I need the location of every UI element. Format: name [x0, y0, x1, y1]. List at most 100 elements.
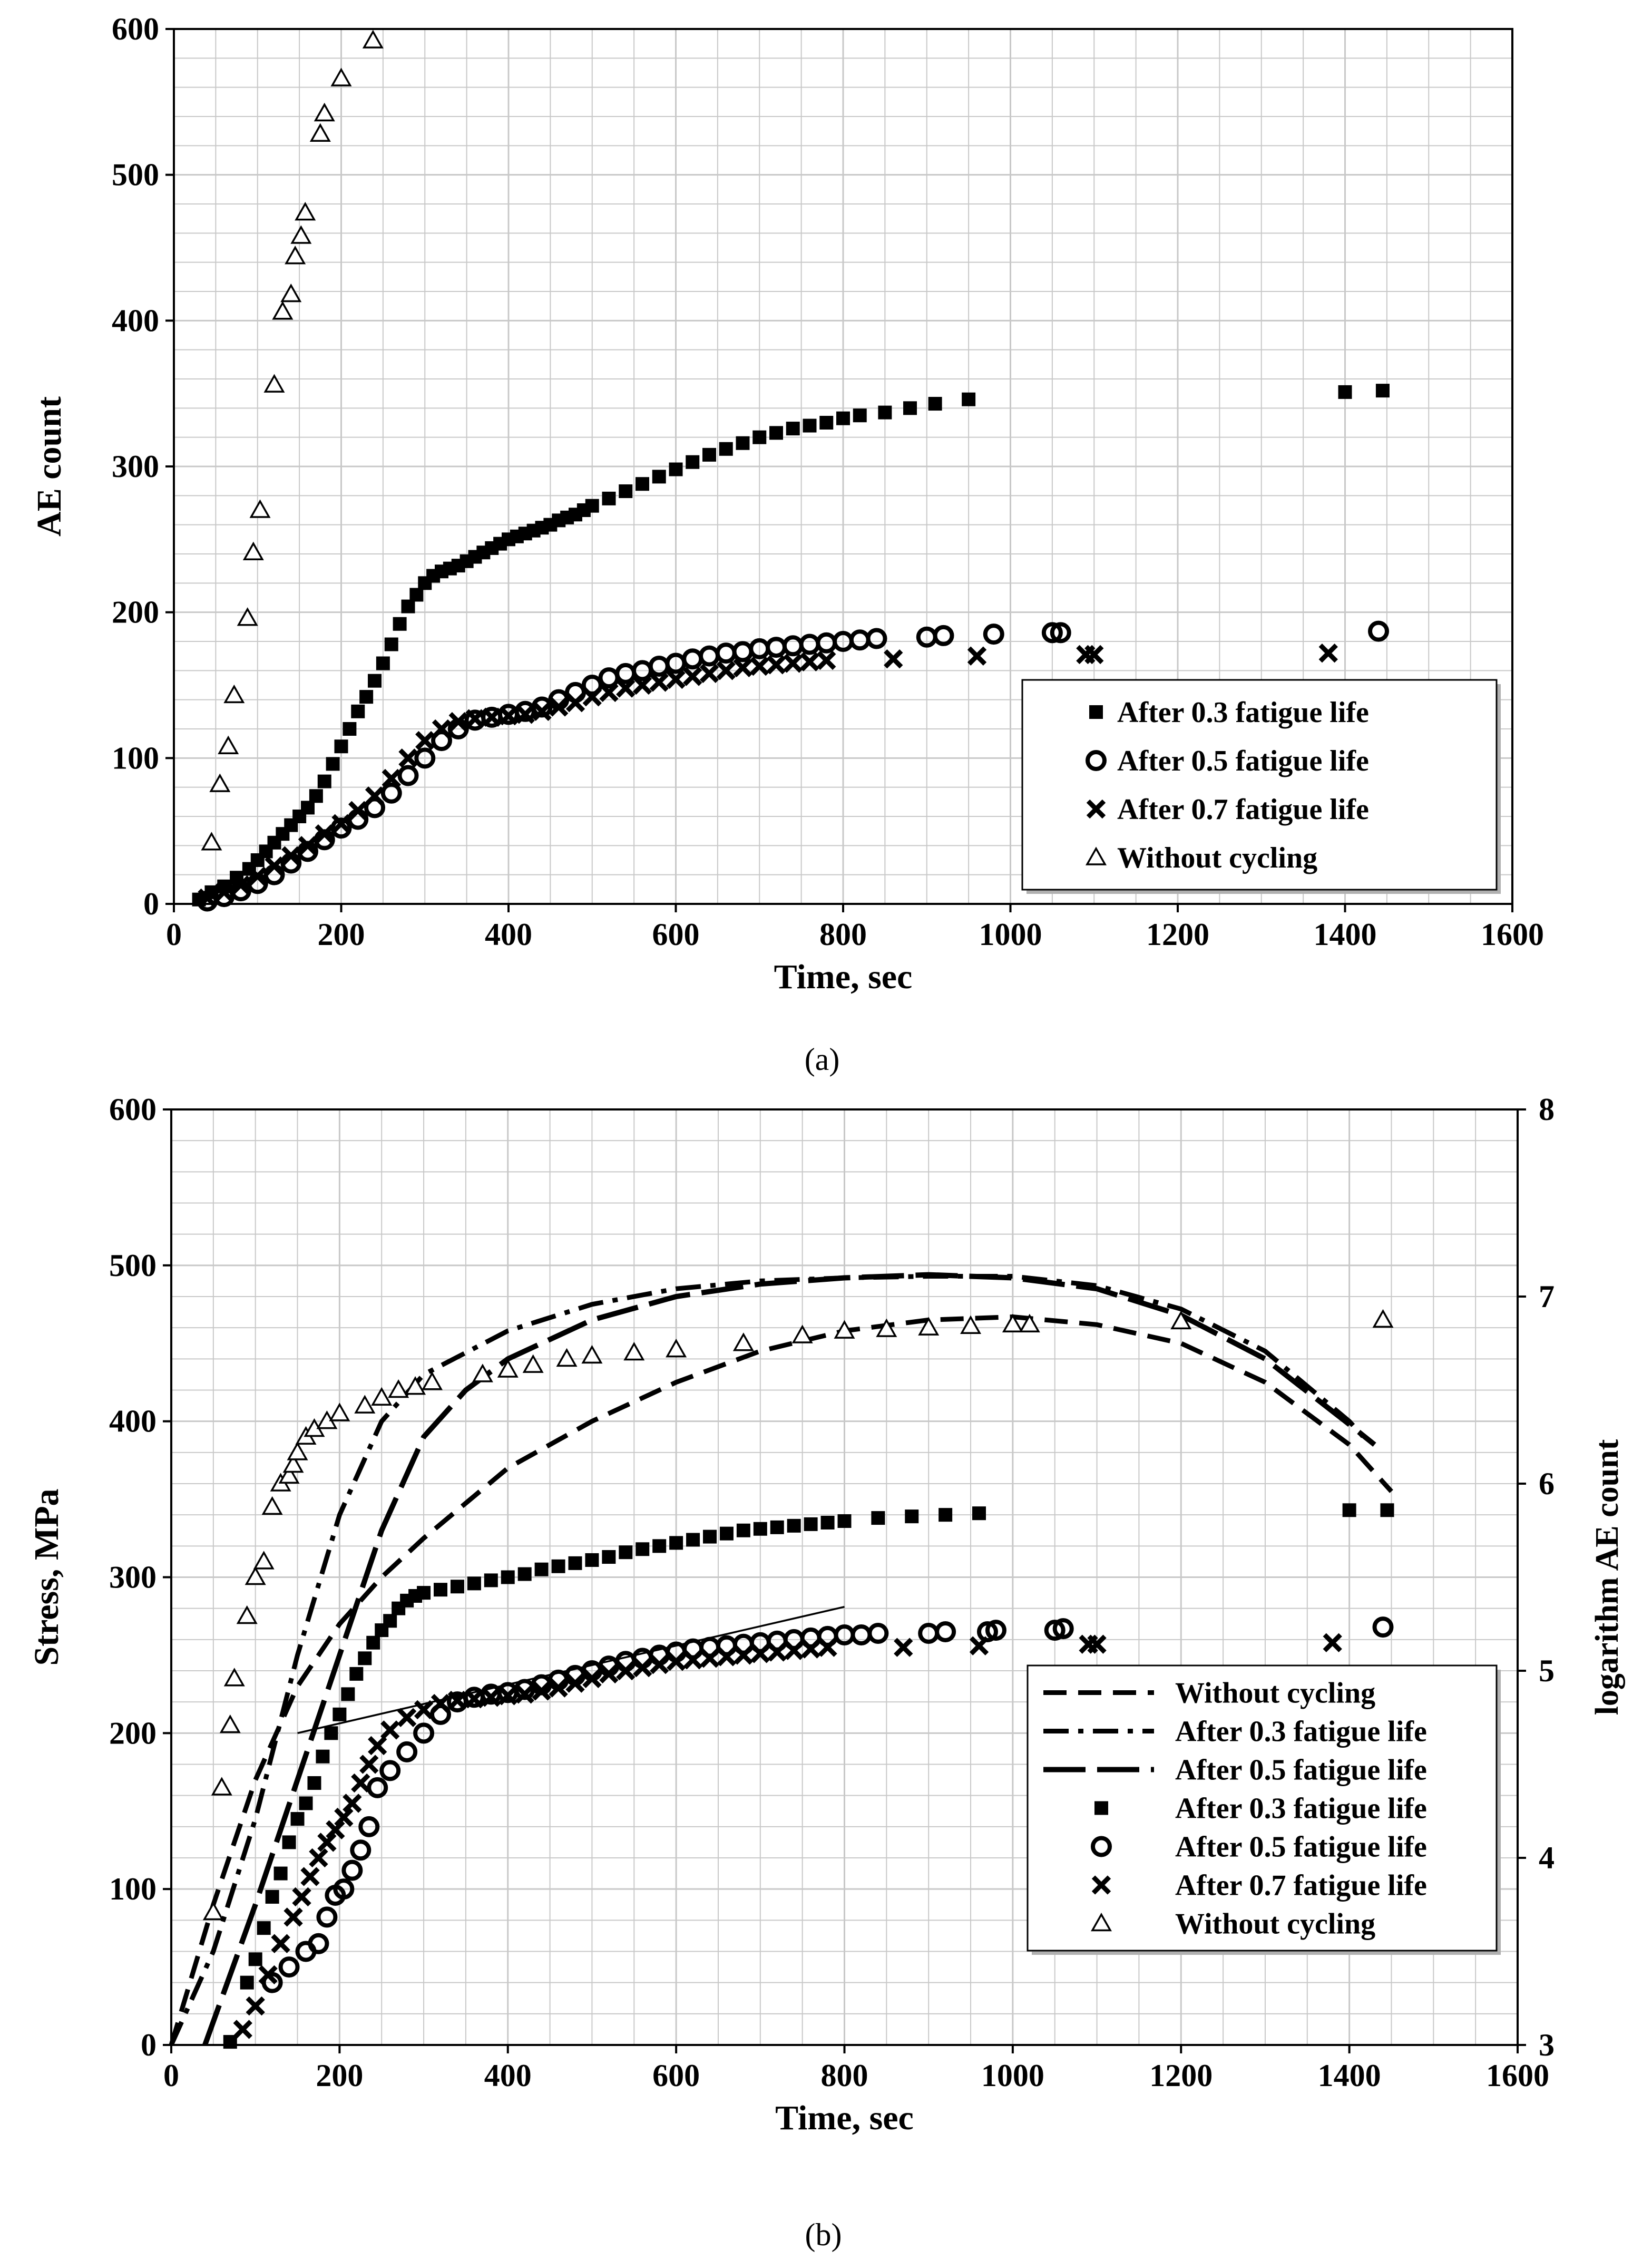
data-point-cross [633, 1658, 652, 1678]
data-point-cross [382, 768, 401, 788]
data-point-cross [649, 673, 669, 692]
legend-swatch-circle [1086, 750, 1107, 771]
data-point-cross [1318, 643, 1338, 663]
data-point-cross [300, 1867, 320, 1886]
x-tick-label: 1400 [1318, 2058, 1381, 2093]
data-point-triangle [209, 773, 231, 792]
data-point-square [417, 1586, 431, 1600]
data-point-square [534, 1562, 549, 1576]
data-point-square [568, 1556, 582, 1570]
series-circle [197, 620, 1389, 912]
data-point-circle [933, 625, 954, 646]
data-point-square [401, 599, 415, 613]
series-square [223, 1503, 1394, 2049]
data-point-triangle [960, 1315, 982, 1334]
data-point-triangle [295, 202, 316, 221]
legend-swatch-circle [1091, 1836, 1112, 1857]
data-point-cross [582, 1669, 602, 1688]
legend-entry-label: After 0.3 fatigue life [1117, 696, 1369, 729]
data-point-square [652, 470, 666, 484]
data-point-cross [1084, 645, 1104, 665]
data-point-triangle [1019, 1313, 1040, 1332]
data-point-cross [292, 1887, 311, 1907]
x-tick-label: 1200 [1146, 917, 1209, 952]
data-point-cross [784, 1641, 804, 1660]
data-point-square [753, 1522, 767, 1536]
data-point-cross [334, 1807, 354, 1827]
data-point-square [359, 690, 374, 704]
legend-entry-label: After 0.7 fatigue life [1175, 1869, 1427, 1902]
data-point-cross [967, 646, 987, 666]
y-tick-label: 400 [112, 303, 159, 338]
data-point-triangle [666, 1339, 687, 1358]
data-point-square [736, 436, 750, 450]
data-point-cross [1323, 1633, 1342, 1652]
y-tick-label: 500 [109, 1248, 157, 1283]
legend-swatch-square [1094, 1801, 1108, 1815]
data-point-square [467, 1576, 481, 1591]
data-point-cross [616, 678, 636, 698]
y2-tick-label: 7 [1539, 1279, 1555, 1314]
data-point-square [619, 1545, 633, 1560]
data-point-cross [298, 836, 318, 855]
data-point-cross [432, 719, 452, 739]
data-point-circle [396, 1741, 418, 1762]
data-point-square [383, 1614, 397, 1628]
data-point-square [450, 1580, 464, 1594]
data-point-square [501, 1570, 515, 1584]
data-point-square [393, 617, 407, 631]
data-point-triangle [834, 1320, 855, 1339]
data-point-square [484, 1573, 498, 1587]
data-point-cross [231, 875, 251, 895]
data-point-cross [666, 669, 686, 689]
data-point-square [326, 757, 340, 771]
data-point-cross [733, 658, 752, 677]
data-point-triangle [330, 67, 352, 86]
data-point-triangle [556, 1348, 578, 1367]
x-tick-label: 800 [819, 917, 867, 952]
data-point-triangle [388, 1379, 409, 1398]
data-point-triangle [218, 735, 239, 754]
legend-entry-label: After 0.3 fatigue life [1175, 1716, 1427, 1748]
y2-tick-label: 8 [1539, 1092, 1555, 1127]
data-point-cross [481, 1688, 501, 1707]
data-point-cross [565, 1673, 585, 1693]
y-tick-label: 0 [141, 2028, 157, 2062]
series-layer [169, 1272, 1394, 2049]
data-point-triangle [223, 1668, 245, 1687]
y2-tick-label: 5 [1539, 1653, 1555, 1688]
data-point-triangle [249, 499, 271, 518]
series-cross [233, 1633, 1342, 2039]
data-point-square [736, 1523, 750, 1537]
data-point-triangle [272, 301, 294, 320]
data-point-circle [1372, 1616, 1394, 1638]
x-tick-label: 0 [166, 917, 182, 952]
data-point-circle [867, 1623, 889, 1644]
data-point-circle [333, 1878, 355, 1900]
data-point-triangle [219, 1714, 241, 1733]
data-point-square [1375, 384, 1390, 398]
data-point-square [820, 1515, 835, 1530]
data-point-square [585, 499, 599, 513]
data-point-square [786, 422, 800, 436]
data-point-square [836, 411, 850, 425]
data-point-circle [308, 1933, 329, 1954]
data-point-cross [448, 712, 468, 732]
data-point-square [719, 442, 733, 456]
data-point-square [316, 1749, 330, 1764]
data-point-square [619, 484, 633, 499]
data-point-square [787, 1518, 801, 1533]
data-point-triangle [287, 1441, 308, 1460]
data-point-square [669, 462, 683, 476]
data-point-square [358, 1651, 372, 1665]
x-tick-label: 400 [485, 917, 532, 952]
data-point-square [343, 722, 357, 736]
data-point-triangle [280, 283, 302, 303]
data-point-square [686, 1533, 700, 1547]
data-point-square [376, 656, 390, 670]
data-point-cross [359, 1755, 379, 1774]
legend-entry-label: After 0.5 fatigue life [1175, 1831, 1427, 1864]
data-point-cross [233, 2020, 252, 2039]
data-point-triangle [253, 1551, 275, 1570]
data-point-square [972, 1506, 986, 1521]
